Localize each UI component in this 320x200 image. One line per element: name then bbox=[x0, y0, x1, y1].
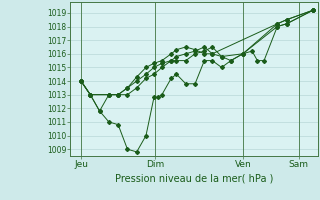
X-axis label: Pression niveau de la mer( hPa ): Pression niveau de la mer( hPa ) bbox=[115, 173, 274, 183]
